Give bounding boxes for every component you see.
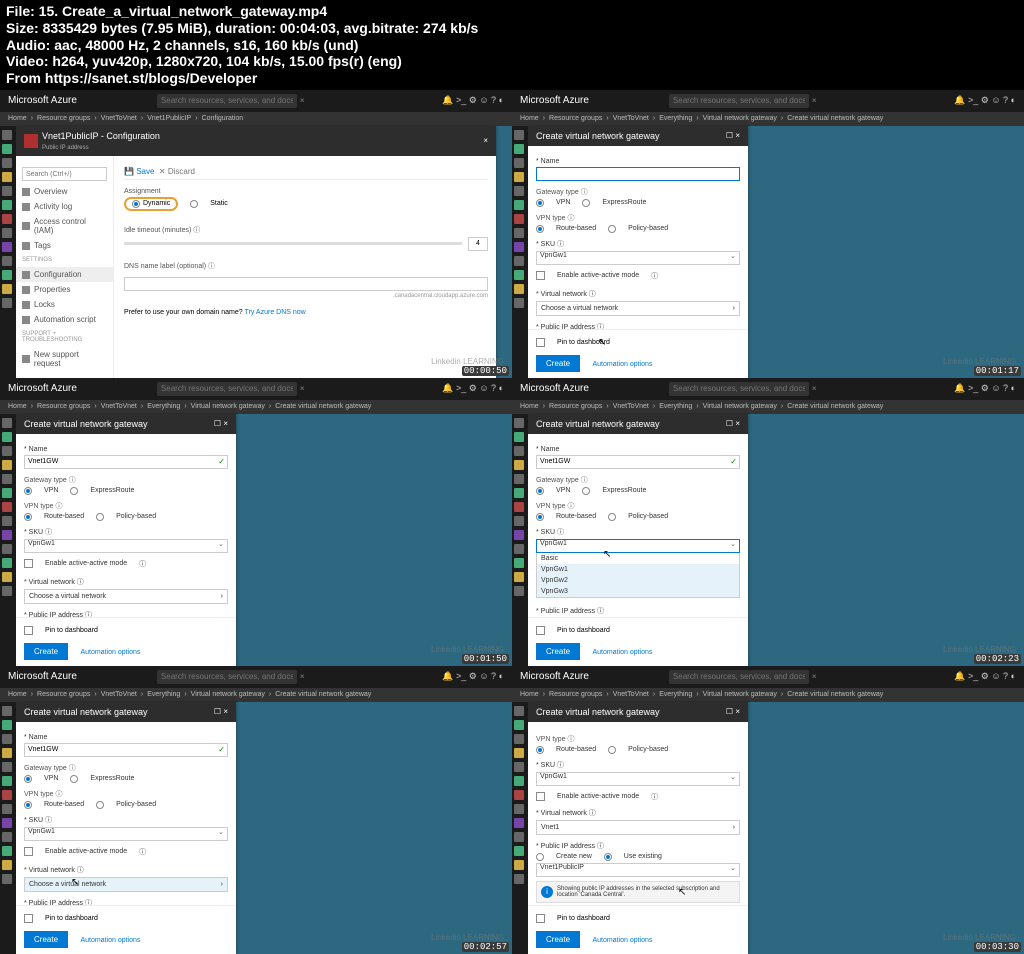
frame-2: Microsoft Azure×🔔 >_ ⚙ ☺ ? ◐ Home›Resour… [512,90,1024,378]
nav-newsupport[interactable]: New support request [16,347,113,371]
search-input[interactable] [669,94,809,108]
nav-overview[interactable]: Overview [16,184,113,199]
video-info: Video: h264, yuv420p, 1280x720, 104 kb/s… [6,53,1018,70]
automation-link[interactable]: Automation options [592,361,652,368]
sku-select[interactable]: VpnGw1 [536,539,740,553]
frame-5: Microsoft Azure×🔔 >_ ⚙ ☺ ? ◐ Home›Resour… [0,666,512,954]
search-input[interactable] [157,94,297,108]
info-box: iShowing public IP addresses in the sele… [536,881,740,903]
nav-search[interactable] [22,167,107,181]
nav-locks[interactable]: Locks [16,297,113,312]
azure-title: Microsoft Azure [8,95,77,106]
frame-1: Microsoft Azure × 🔔 >_ ⚙ ☺ ? ◐ Home›Reso… [0,90,512,378]
sku-select[interactable]: VpnGw1 [536,251,740,265]
sidebar-nav: Overview Activity log Access control (IA… [16,156,114,378]
sku-select[interactable]: VpnGw1 [24,539,228,553]
sku-dropdown[interactable]: Basic VpnGw1 VpnGw2 VpnGw3 [536,553,740,598]
nav-properties[interactable]: Properties [16,282,113,297]
nav-tags[interactable]: Tags [16,238,113,253]
nav-automation[interactable]: Automation script [16,312,113,327]
dns-link[interactable]: Try Azure DNS now [245,309,306,316]
name-input[interactable] [536,167,740,181]
top-icons[interactable]: 🔔 >_ ⚙ ☺ ? ◐ [442,95,504,106]
create-button[interactable]: Create [24,643,68,660]
side-rail[interactable] [0,126,16,378]
from-info: From https://sanet.st/blogs/Developer [6,70,1018,87]
nav-activity[interactable]: Activity log [16,199,113,214]
file-info: File: 15. Create_a_virtual_network_gatew… [6,3,1018,20]
frame-3: Microsoft Azure×🔔 >_ ⚙ ☺ ? ◐ Home›Resour… [0,378,512,666]
vnet-select[interactable]: Choose a virtual network› [536,301,740,316]
frame-6: Microsoft Azure×🔔 >_ ⚙ ☺ ? ◐ Home›Resour… [512,666,1024,954]
idle-value[interactable] [468,237,488,251]
name-input[interactable] [24,455,228,469]
timestamp: 00:00:50 [462,366,509,376]
config-panel: Vnet1PublicIP - ConfigurationPublic IP a… [16,126,496,378]
dns-input[interactable] [124,277,488,291]
create-button[interactable]: Create [536,355,580,372]
vnet-select[interactable]: Choose a virtual network› [24,877,228,892]
nav-config[interactable]: Configuration [16,267,113,282]
frame-4: Microsoft Azure×🔔 >_ ⚙ ☺ ? ◐ Home›Resour… [512,378,1024,666]
ip-icon [24,134,38,148]
nav-access[interactable]: Access control (IAM) [16,214,113,238]
idle-slider[interactable] [124,242,462,245]
size-info: Size: 8335429 bytes (7.95 MiB), duration… [6,20,1018,37]
breadcrumb[interactable]: Home›Resource groups›VnetToVnet›Vnet1Pub… [0,112,512,126]
vnet-select[interactable]: Choose a virtual network› [24,589,228,604]
dynamic-option[interactable]: Dynamic [124,197,178,211]
existing-ip-select[interactable]: Vnet1PublicIP [536,863,740,877]
audio-info: Audio: aac, 48000 Hz, 2 channels, s16, 1… [6,37,1018,54]
